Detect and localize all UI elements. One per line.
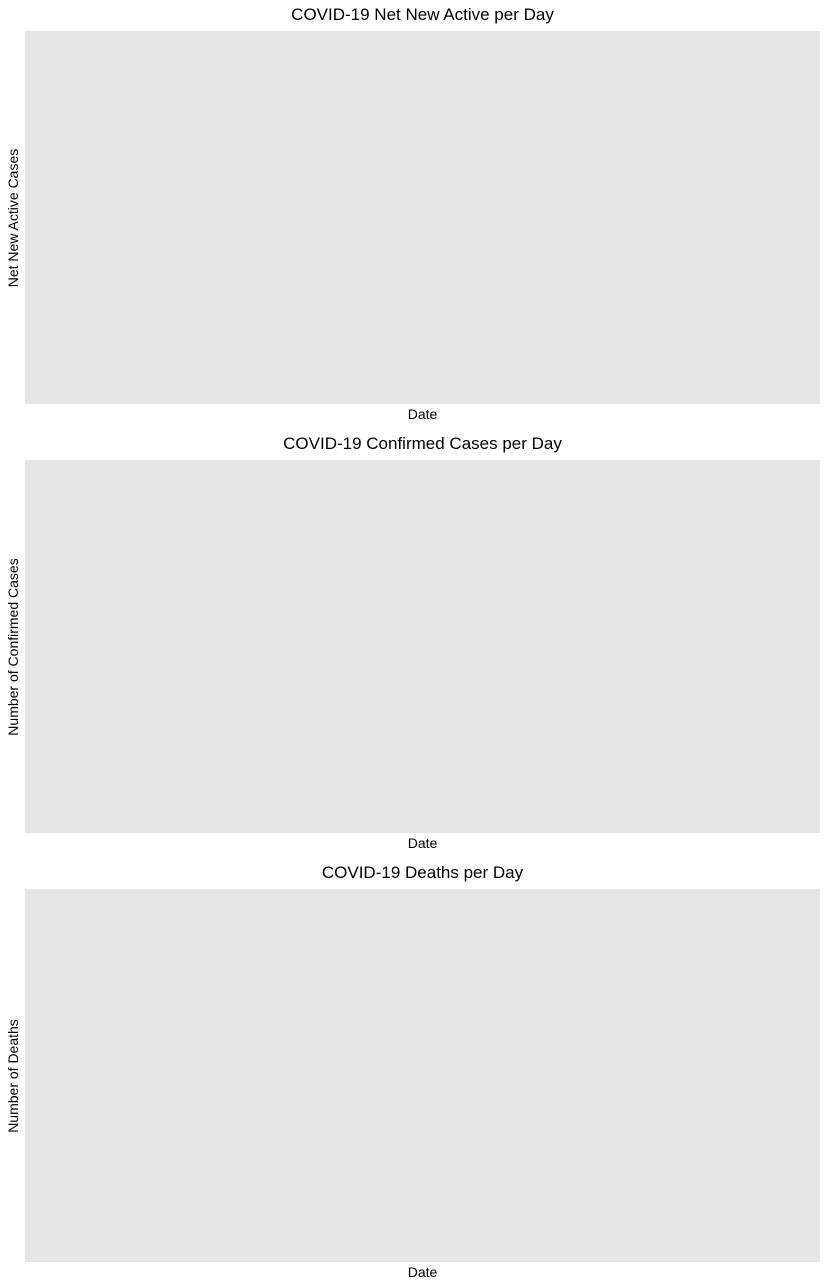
net-new-active-chart: COVID-19 Net New Active per Day Net New … [0,0,827,428]
y-axis-label: Number of Deaths [4,1018,21,1133]
y-axis: Number of Deaths [0,889,25,1262]
plot-panel [25,460,820,833]
x-axis-label: Date [407,406,438,422]
y-axis-label: Net New Active Cases [4,148,21,287]
deaths-chart: COVID-19 Deaths per Day Number of Deaths… [0,858,827,1286]
plot-panel [25,889,820,1262]
x-axis-label: Date [407,835,438,851]
x-axis-label: Date [407,1264,438,1280]
y-axis: Number of Confirmed Cases [0,460,25,833]
y-axis-label: Number of Confirmed Cases [4,557,21,736]
plot-panel [25,31,820,404]
y-axis: Net New Active Cases [0,31,25,404]
chart-title: COVID-19 Net New Active per Day [291,5,554,24]
chart-title: COVID-19 Deaths per Day [321,863,524,882]
chart-title: COVID-19 Confirmed Cases per Day [283,434,562,453]
confirmed-cases-chart: COVID-19 Confirmed Cases per Day Number … [0,429,827,857]
